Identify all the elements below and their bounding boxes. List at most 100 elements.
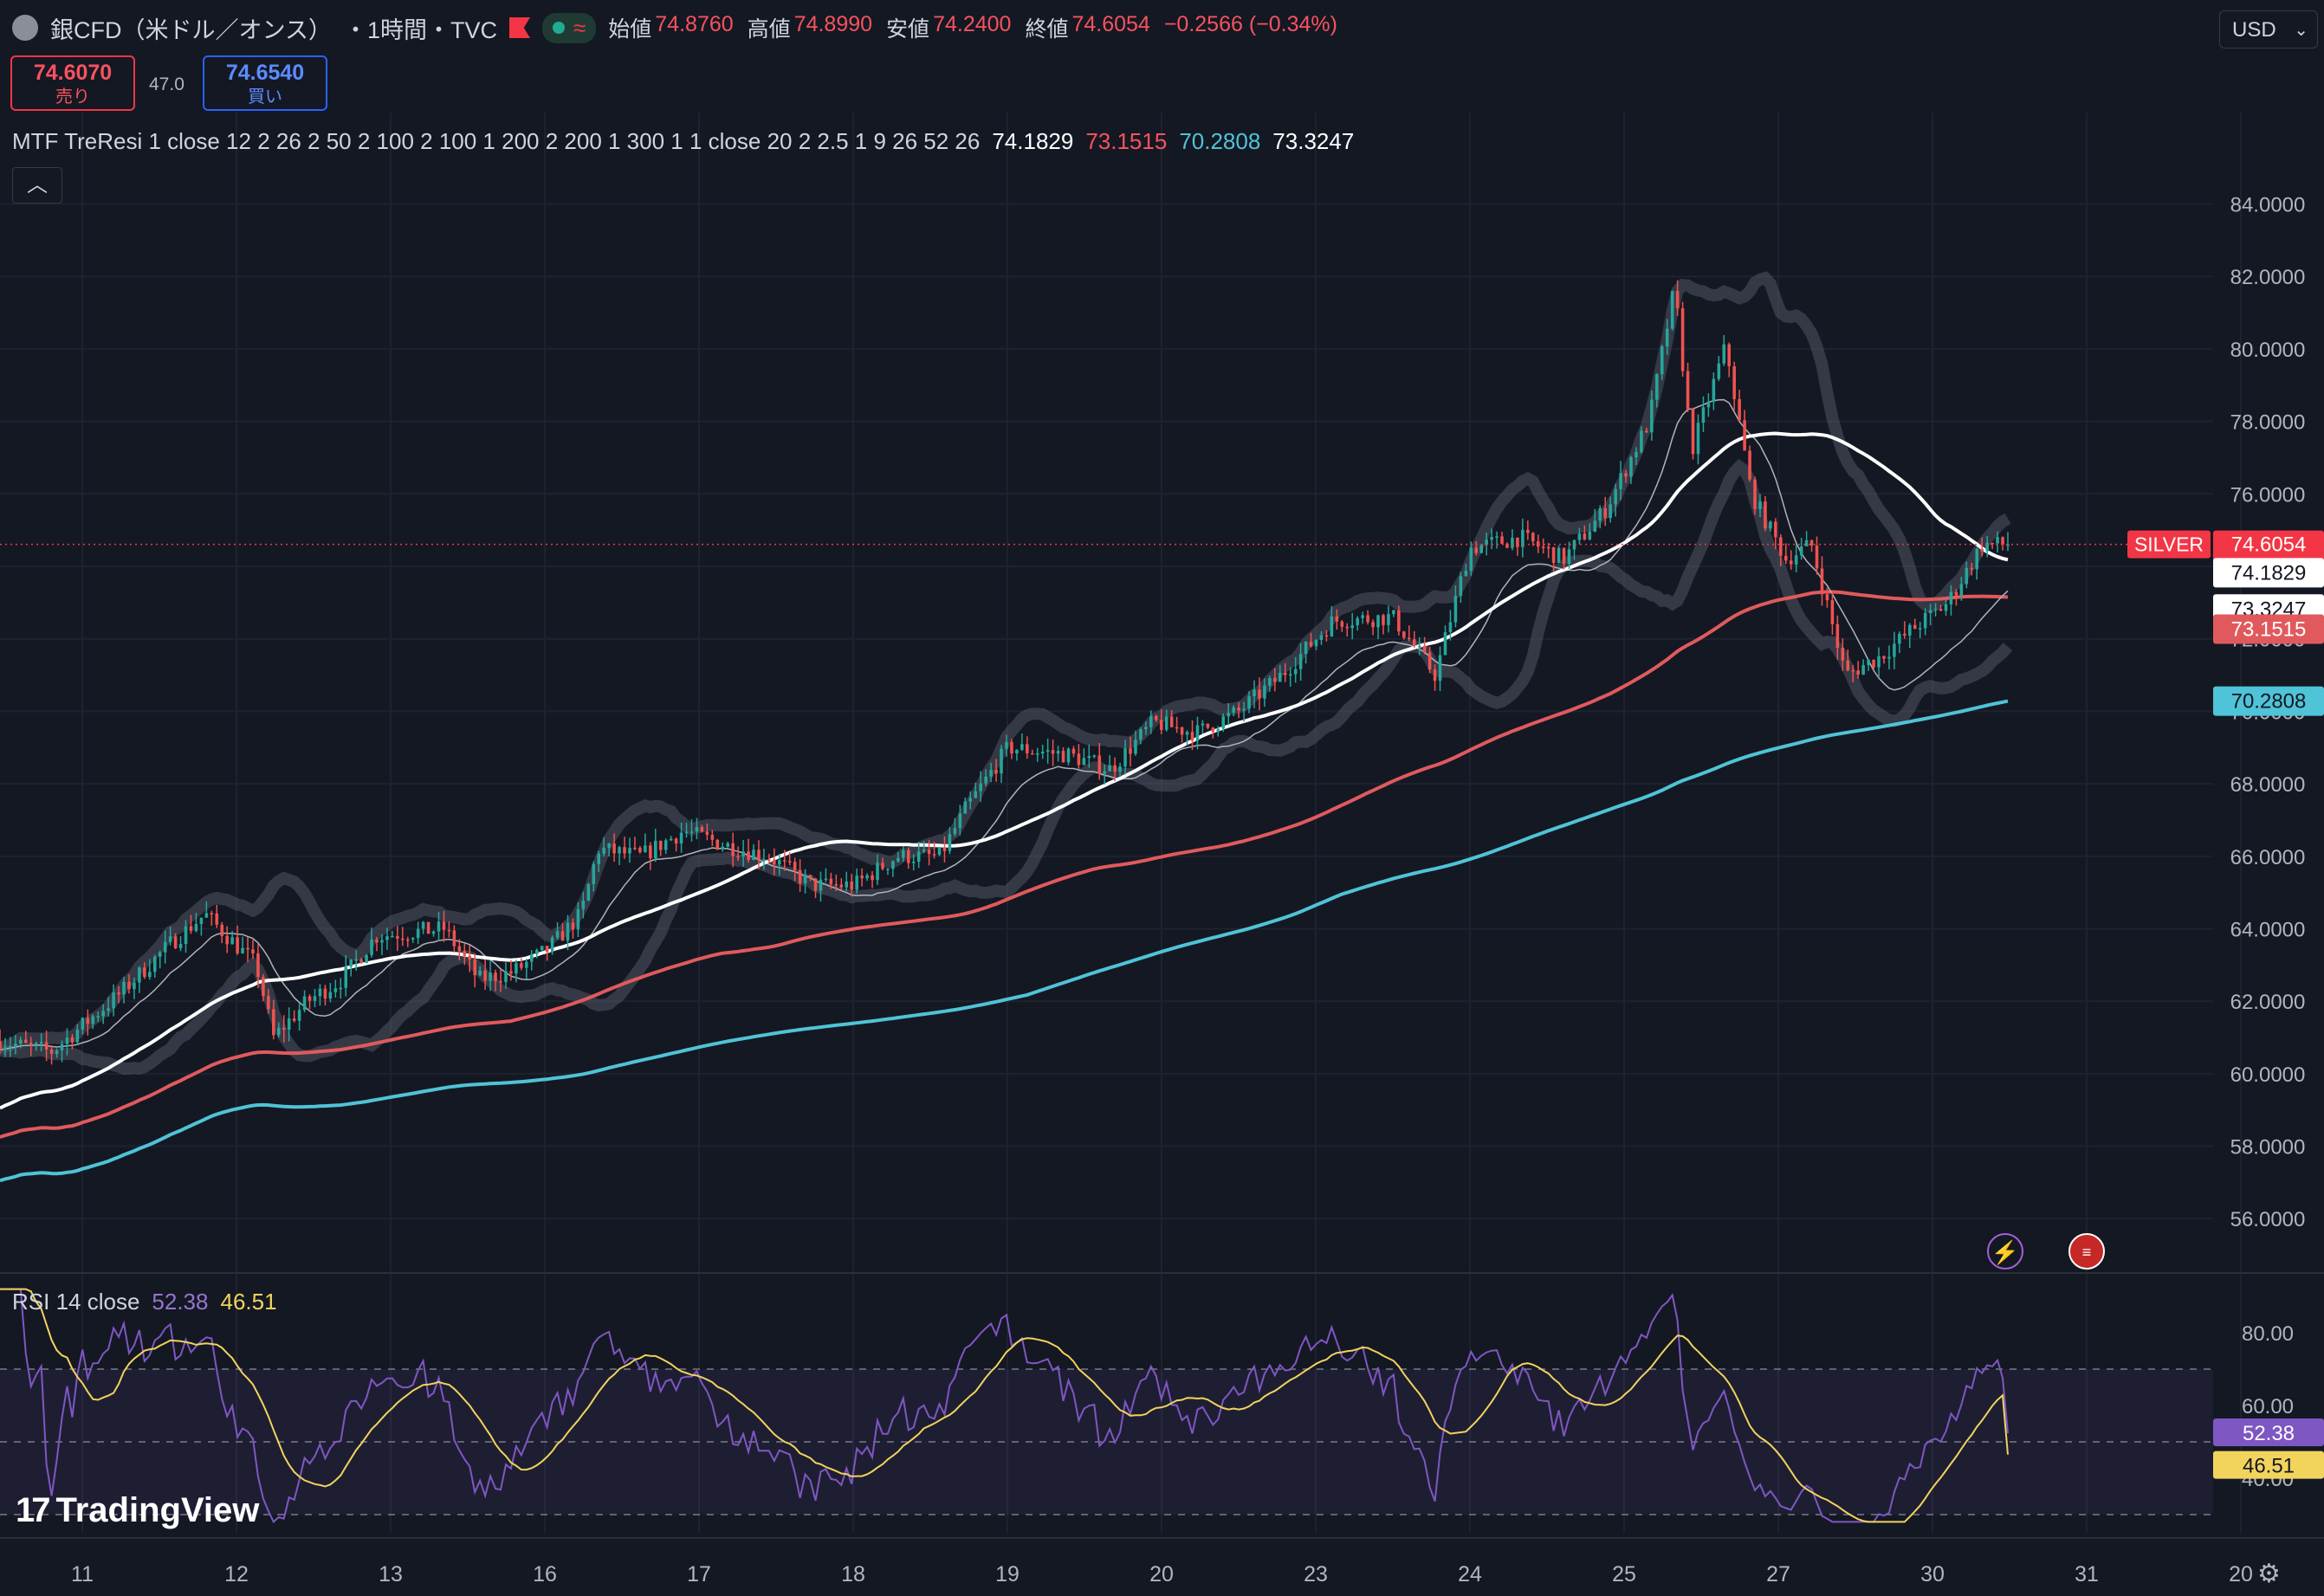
candle-body — [122, 981, 126, 995]
candle-body — [509, 971, 513, 974]
candle-body — [19, 1039, 23, 1044]
gear-icon[interactable]: ⚙ — [2257, 1560, 2281, 1588]
candle-body — [1991, 542, 1994, 545]
sell-button[interactable]: 74.6070 売り — [10, 55, 135, 111]
candle-body — [1417, 645, 1421, 648]
candle-body — [773, 859, 776, 865]
candle-body — [1077, 753, 1081, 766]
candle-body — [158, 952, 162, 957]
candle-body — [1769, 521, 1772, 529]
candle-body — [1686, 371, 1690, 410]
candle-body — [1495, 536, 1499, 538]
currency-select[interactable]: USD ⌄ — [2219, 10, 2318, 48]
candle-body — [515, 963, 518, 974]
flag-icon[interactable] — [508, 17, 530, 38]
collapse-legend-button[interactable]: ︿ — [12, 167, 62, 204]
candle-body — [726, 843, 729, 847]
candle-body — [1247, 695, 1251, 709]
candle-body — [644, 845, 647, 853]
candle-body — [1609, 504, 1612, 519]
candle-body — [251, 949, 255, 953]
bollinger-bands — [0, 271, 2013, 1076]
sell-label: 売り — [55, 87, 90, 107]
candle-body — [1113, 765, 1117, 772]
candle-body — [881, 863, 884, 869]
rsi-tag-bg — [2213, 1418, 2324, 1447]
candle-body — [1680, 307, 1685, 372]
us-flag-icon[interactable]: ≡ — [2068, 1233, 2105, 1270]
candle-body — [411, 938, 415, 940]
grid — [0, 113, 2324, 1539]
candle-body — [1221, 716, 1226, 729]
candle-body — [1169, 716, 1174, 727]
candle-body — [1717, 363, 1721, 379]
candle-body — [633, 847, 637, 850]
rsi-ma-tag-bg — [2213, 1451, 2324, 1479]
candle-body — [984, 776, 987, 784]
candle-body — [979, 783, 982, 792]
candle-body — [902, 850, 905, 858]
candle-body — [855, 876, 858, 890]
candle-body — [1645, 430, 1648, 433]
candle-body — [9, 1046, 12, 1048]
candle-body — [1010, 741, 1013, 754]
candle-body — [1567, 549, 1571, 565]
candle-body — [405, 939, 410, 941]
candle-body — [876, 863, 879, 881]
candle-body — [1949, 591, 1953, 604]
time-tick-label: 17 — [687, 1562, 711, 1586]
candle-body — [782, 860, 787, 862]
candle-body — [1939, 609, 1943, 611]
candle-body — [1253, 689, 1256, 696]
lightning-icon[interactable]: ⚡ — [1987, 1233, 2023, 1270]
candle-body — [396, 935, 399, 939]
indicator-legend[interactable]: MTF TreResi 1 close 12 2 26 2 50 2 100 2… — [12, 128, 1354, 155]
candle-body — [715, 839, 720, 850]
candle-body — [1959, 584, 1964, 596]
candle-body — [1907, 624, 1912, 636]
candle-body — [865, 875, 869, 879]
candle-body — [127, 981, 131, 990]
candle-body — [401, 938, 405, 940]
price-tick-label: 58.0000 — [2230, 1136, 2306, 1160]
interval-source[interactable]: ・1時間・TVC — [343, 16, 497, 43]
candle-body — [1918, 628, 1922, 630]
candle-body — [1923, 612, 1927, 629]
candle-body — [1727, 344, 1732, 367]
candle-body — [349, 959, 353, 967]
candle-body — [1835, 624, 1840, 649]
market-status[interactable]: ≈ — [541, 12, 597, 43]
candle-body — [168, 936, 172, 942]
candle-body — [1164, 716, 1168, 730]
symbol-name[interactable]: 銀CFD（米ドル／オンス） — [50, 16, 332, 43]
candle-body — [1706, 402, 1711, 408]
moving-averages — [0, 398, 2009, 1183]
rsi-legend[interactable]: RSI 14 close 52.38 46.51 — [12, 1289, 277, 1315]
buy-button[interactable]: 74.6540 買い — [203, 55, 327, 111]
candle-body — [1809, 540, 1814, 546]
candle-body — [1696, 423, 1700, 455]
candle-body — [1799, 546, 1803, 556]
candle-body — [1366, 615, 1369, 623]
candle-body — [101, 1011, 105, 1017]
candle-body — [143, 967, 146, 978]
candle-body — [1783, 555, 1788, 561]
candle-body — [994, 770, 998, 774]
price-tick-label: 84.0000 — [2230, 194, 2306, 217]
candle-body — [328, 992, 333, 999]
candle-body — [1804, 540, 1809, 546]
tradingview-wordmark: TradingView — [55, 1491, 260, 1529]
candle-body — [1045, 750, 1050, 752]
currency-value: USD — [2232, 18, 2276, 42]
candle-body — [86, 1018, 90, 1024]
candle-body — [1211, 727, 1215, 733]
ma-cyan-line — [0, 699, 2009, 1183]
candle-body — [1097, 755, 1102, 774]
candle-body — [1980, 549, 1984, 552]
rsi-ma-line — [0, 1288, 2009, 1523]
time-tick-label: 20 — [1149, 1562, 1174, 1586]
candle-body — [793, 862, 797, 870]
price-tick-label: 64.0000 — [2230, 918, 2306, 941]
ohlc-value: 74.6054 — [1071, 12, 1150, 36]
